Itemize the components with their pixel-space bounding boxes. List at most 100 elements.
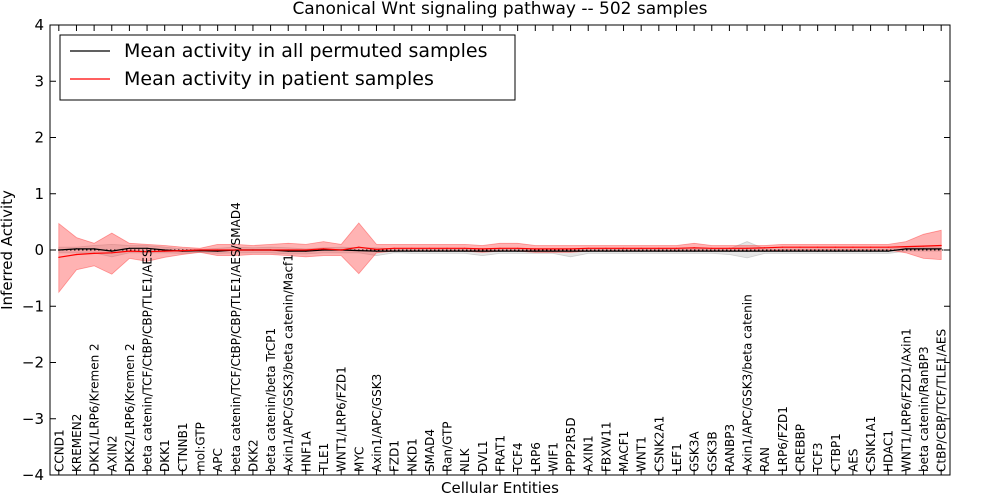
x-tick-label: PPP2R5D bbox=[564, 417, 578, 472]
x-tick-label: beta catenin/TCF/CtBP/CBP/TLE1/AES/SMAD4 bbox=[229, 202, 243, 472]
data-point-patient bbox=[111, 252, 113, 254]
x-tick-label: CREBBP bbox=[794, 424, 808, 472]
data-point-patient bbox=[411, 247, 413, 249]
data-point-permuted bbox=[287, 250, 289, 252]
x-tick-label: RANBP3 bbox=[723, 424, 737, 472]
data-point-permuted bbox=[887, 250, 889, 252]
x-tick-label: WNT1/LRP6/FZD1/Axin1 bbox=[899, 328, 913, 472]
data-point-patient bbox=[75, 253, 78, 256]
data-point-patient bbox=[464, 247, 466, 249]
data-point-patient bbox=[622, 247, 625, 249]
data-point-patient bbox=[164, 250, 166, 252]
y-tick-label: −2 bbox=[22, 354, 44, 372]
x-tick-label: Axin1/APC/GSK3 bbox=[370, 374, 384, 472]
y-tick-label: 4 bbox=[34, 16, 44, 34]
x-tick-label: APC bbox=[211, 448, 225, 472]
data-point-permuted bbox=[517, 250, 519, 252]
x-tick-label: GSK3A bbox=[688, 431, 702, 472]
data-point-permuted bbox=[711, 250, 713, 252]
data-point-patient bbox=[640, 247, 642, 249]
data-point-permuted bbox=[164, 249, 166, 251]
data-point-permuted bbox=[552, 250, 554, 252]
data-point-patient bbox=[887, 246, 889, 248]
data-point-patient bbox=[587, 247, 589, 249]
data-point-patient bbox=[517, 247, 519, 249]
x-axis-label: Cellular Entities bbox=[441, 479, 559, 497]
data-point-patient bbox=[234, 249, 236, 251]
data-point-patient bbox=[764, 247, 766, 249]
x-tick-label: Ran/GTP bbox=[441, 421, 455, 472]
data-point-permuted bbox=[481, 250, 483, 252]
data-point-permuted bbox=[93, 248, 95, 250]
data-point-permuted bbox=[111, 250, 113, 252]
y-tick-label: 0 bbox=[34, 241, 44, 259]
data-point-permuted bbox=[569, 250, 572, 252]
y-tick-label: 3 bbox=[34, 72, 44, 90]
data-point-permuted bbox=[922, 248, 925, 250]
data-point-permuted bbox=[728, 250, 731, 252]
data-point-permuted bbox=[375, 250, 378, 252]
data-point-patient bbox=[217, 249, 219, 251]
y-tick-label: −3 bbox=[22, 410, 44, 428]
data-point-permuted bbox=[693, 250, 695, 252]
data-point-patient bbox=[693, 247, 695, 249]
data-point-patient bbox=[499, 247, 501, 249]
x-tick-label: SMAD4 bbox=[423, 429, 437, 472]
x-tick-label: mol:GTP bbox=[194, 422, 208, 472]
data-point-permuted bbox=[217, 250, 219, 252]
data-point-patient bbox=[128, 250, 131, 252]
data-point-permuted bbox=[411, 250, 413, 252]
data-point-permuted bbox=[464, 250, 466, 252]
data-point-patient bbox=[605, 247, 607, 249]
x-tick-label: LRP6 bbox=[529, 442, 543, 472]
data-point-patient bbox=[322, 248, 325, 250]
data-point-patient bbox=[569, 248, 572, 250]
data-point-permuted bbox=[746, 250, 748, 252]
data-point-patient bbox=[869, 246, 872, 248]
x-tick-label: HDAC1 bbox=[882, 430, 896, 472]
data-point-permuted bbox=[852, 250, 854, 252]
x-tick-label: NLK bbox=[458, 447, 472, 472]
data-point-patient bbox=[93, 252, 95, 254]
data-point-patient bbox=[817, 246, 819, 248]
data-point-patient bbox=[552, 248, 554, 250]
data-point-permuted bbox=[322, 249, 325, 251]
y-tick-label: 2 bbox=[34, 129, 44, 147]
x-tick-label: NKD1 bbox=[405, 438, 419, 472]
x-tick-label: TCF4 bbox=[511, 442, 525, 473]
data-point-permuted bbox=[675, 250, 678, 252]
x-tick-label: AES bbox=[846, 449, 860, 472]
data-point-patient bbox=[58, 256, 60, 258]
data-point-permuted bbox=[587, 250, 589, 252]
x-tick-label: CCND1 bbox=[52, 429, 66, 472]
data-point-patient bbox=[905, 246, 907, 248]
x-tick-label: Axin1/APC/GSK3/beta catenin/Macf1 bbox=[282, 254, 296, 472]
x-tick-label: Axin1/APC/GSK3/beta catenin bbox=[741, 294, 755, 472]
data-point-patient bbox=[252, 249, 254, 251]
x-tick-label: FBXW11 bbox=[599, 422, 613, 473]
x-tick-label: LRP6/FZD1 bbox=[776, 406, 790, 472]
data-point-permuted bbox=[764, 250, 766, 252]
data-point-patient bbox=[375, 248, 378, 251]
x-tick-label: WIF1 bbox=[546, 442, 560, 472]
data-point-permuted bbox=[658, 250, 660, 252]
x-tick-label: DKK2/LRP6/Kremen 2 bbox=[123, 343, 137, 472]
data-point-patient bbox=[269, 249, 272, 251]
data-point-permuted bbox=[305, 250, 307, 252]
data-point-permuted bbox=[128, 247, 131, 249]
data-point-permuted bbox=[358, 249, 360, 252]
x-tick-label: GSK3B bbox=[705, 431, 719, 472]
x-tick-label: MACF1 bbox=[617, 431, 631, 472]
legend-label-permuted: Mean activity in all permuted samples bbox=[124, 40, 487, 62]
data-point-patient bbox=[675, 247, 678, 249]
data-point-patient bbox=[393, 247, 395, 249]
data-point-permuted bbox=[393, 250, 395, 252]
data-point-permuted bbox=[940, 248, 942, 250]
data-point-permuted bbox=[799, 250, 801, 252]
x-tick-label: MYC bbox=[352, 447, 366, 472]
y-axis-label: Inferred Activity bbox=[0, 190, 16, 310]
y-tick-label: −4 bbox=[22, 466, 44, 484]
data-point-permuted bbox=[834, 250, 836, 252]
y-axis-ticks: −4 −3 −2 −1 0 1 2 3 4 bbox=[22, 16, 950, 484]
